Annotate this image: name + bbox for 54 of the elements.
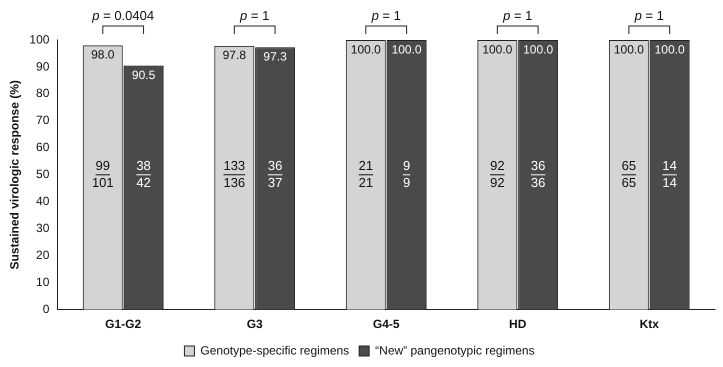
annotation: 92 [490, 174, 505, 190]
x-tick-label: G3 [246, 317, 264, 332]
y-tick-label: 90 [36, 59, 50, 74]
annotation: 101 [92, 174, 114, 190]
annotation: 37 [268, 174, 282, 190]
data-label: 100.0 [614, 42, 644, 56]
y-tick-label: 40 [36, 194, 50, 208]
annotation: 14 [662, 158, 677, 173]
annotation: 36 [268, 158, 282, 173]
annotation: 21 [358, 174, 374, 190]
text: p = 1 [634, 8, 664, 24]
y-tick-label: 30 [36, 221, 50, 236]
y-tick-label: 20 [36, 248, 50, 262]
text: p = 1 [239, 8, 270, 24]
data-label: 100.0 [523, 42, 554, 56]
annotation: 99 [96, 158, 110, 173]
x-tick-label: G1-G2 [105, 317, 142, 332]
x-tick-label: HD [509, 317, 527, 332]
annotation: 36 [530, 174, 546, 190]
annotation: 14 [662, 174, 677, 190]
y-tick-label: 80 [36, 86, 50, 100]
data-label: 100.0 [654, 42, 685, 56]
data-label: 90.5 [132, 68, 156, 82]
text: p = 1 [370, 8, 401, 24]
data-label: 100.0 [350, 42, 382, 56]
text: p = 0.0404 [91, 8, 154, 24]
legend-label: “New” pangenotypic regimens [375, 343, 535, 358]
y-tick-label: 60 [36, 140, 50, 154]
annotation: 65 [622, 158, 636, 173]
annotation: 36 [530, 158, 546, 173]
annotation: 136 [223, 174, 246, 190]
data-label: 98.0 [91, 48, 115, 62]
annotation: 21 [358, 158, 374, 173]
data-label: 100.0 [482, 42, 513, 56]
y-tick-label: 50 [36, 167, 50, 182]
annotation: 9 [402, 158, 410, 173]
annotation: 42 [136, 174, 151, 190]
x-tick-label: Ktx [640, 317, 660, 332]
annotation: 38 [136, 158, 151, 173]
text: p = 1 [502, 8, 532, 24]
annotation: 92 [490, 158, 505, 173]
data-label: 97.8 [222, 48, 246, 62]
y-tick-label: 100 [29, 32, 50, 46]
annotation: 9 [402, 174, 410, 190]
y-tick-label: 70 [36, 113, 50, 128]
legend-label: Genotype-specific regimens [200, 343, 350, 358]
data-label: 97.3 [263, 50, 288, 64]
x-tick-label: G4-5 [372, 317, 400, 332]
y-axis-title: Sustained virologic response (%) [8, 80, 22, 270]
annotation: 133 [223, 158, 246, 173]
y-tick-label: 0 [42, 302, 50, 316]
data-label: 100.0 [392, 42, 422, 56]
annotation: 65 [622, 174, 636, 190]
y-tick-label: 10 [36, 274, 50, 289]
